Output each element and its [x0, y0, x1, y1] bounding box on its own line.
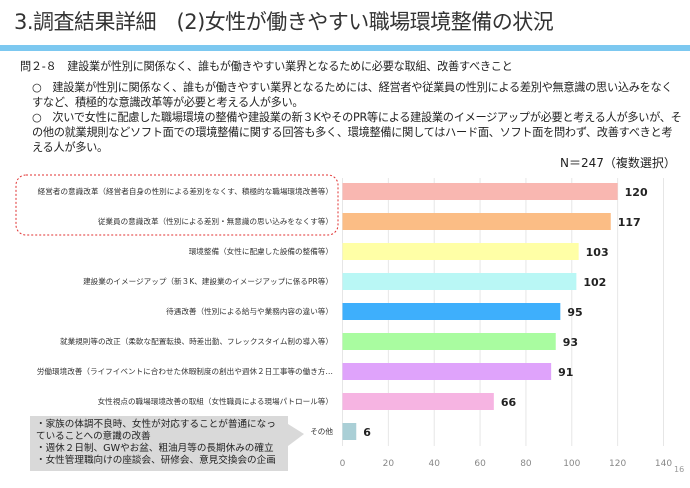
bar — [342, 303, 561, 320]
data-label: 91 — [558, 366, 573, 379]
category-label: 建設業のイメージアップ（新３K、建設業のイメージアップに係るPR等） — [83, 276, 333, 286]
category-label: その他 — [310, 426, 333, 436]
highlight-outline — [15, 174, 339, 236]
bar — [342, 423, 357, 440]
category-label: 就業規則等の改正（柔軟な配置転換、時差出勤、フレックスタイム制の導入等） — [60, 336, 333, 346]
category-label: 労働環境改善（ライフイベントに合わせた休暇制度の創出や週休２日工事等の働き方… — [37, 366, 333, 376]
bar — [342, 333, 556, 350]
question-text: 問２-８ 建設業が性別に関係なく、誰もが働きやすい業界となるために必要な取組、改… — [20, 60, 513, 73]
data-label: 95 — [567, 306, 582, 319]
x-tick-label: 100 — [563, 459, 580, 469]
x-tick-label: 60 — [474, 459, 486, 469]
bar — [342, 183, 618, 200]
x-tick-label: 140 — [655, 459, 672, 469]
data-label: 102 — [583, 276, 606, 289]
sample-size-note: N＝247（複数選択） — [560, 156, 676, 170]
x-tick-label: 120 — [609, 459, 626, 469]
data-label: 103 — [586, 246, 609, 259]
bar — [342, 213, 611, 230]
bar — [342, 243, 579, 260]
callout-line: ・女性管理職向けの座談会、研修会、意見交換会の企画 — [36, 455, 276, 466]
bar — [342, 273, 577, 290]
x-tick-label: 0 — [340, 459, 346, 469]
category-label: 環境整備（女性に配慮した設備の整備等） — [189, 246, 333, 256]
callout-line: ・家族の体調不良時、女性が対応することが普通になっていることへの意識の改善 — [36, 419, 276, 442]
data-label: 66 — [501, 396, 517, 409]
x-tick-label: 40 — [428, 459, 440, 469]
bar — [342, 363, 552, 380]
category-label: 経営者の意識改革（経営者自身の性別による差別をなくす、積極的な職場環境改善等） — [38, 186, 333, 196]
data-label: 117 — [618, 216, 641, 229]
data-label: 120 — [625, 186, 648, 199]
title-underline-band — [0, 45, 690, 51]
page-number: 16 — [674, 465, 685, 474]
summary-bullet: ○ 次いで女性に配慮した職場環境の整備や建設業の新３KやそのPR等による建設業の… — [32, 111, 682, 154]
bar — [342, 393, 494, 410]
category-label: 従業員の意識改革（性別による差別・無意識の思い込みをなくす等） — [98, 216, 333, 226]
page-title: 3.調査結果詳細 (2)女性が働きやすい職場環境整備の状況 — [14, 10, 554, 34]
category-label: 女性視点の職場環境改善の取組（女性職員による現場パトロール等） — [98, 396, 333, 406]
data-label: 6 — [363, 426, 371, 439]
callout-line: ・週休２日制、GWやお盆、粗油月等の長期休みの確立 — [36, 443, 274, 454]
other-answers-callout: ・家族の体調不良時、女性が対応することが普通になっていることへの意識の改善 ・週… — [30, 416, 288, 471]
callout-pointer — [288, 424, 304, 446]
data-label: 93 — [563, 336, 578, 349]
summary-bullet: ○ 建設業が性別に関係なく、誰もが働きやすい業界となるためには、経営者や従業員の… — [32, 81, 673, 109]
category-label: 待遇改善（性別による給与や業務内容の違い等） — [166, 306, 333, 316]
x-tick-label: 80 — [520, 459, 532, 469]
x-tick-label: 20 — [383, 459, 395, 469]
